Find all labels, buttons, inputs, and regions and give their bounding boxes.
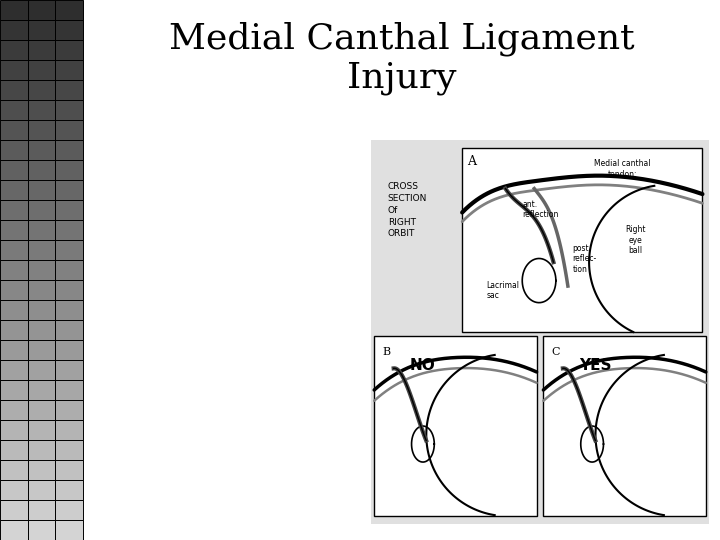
Text: Medial canthal
tendon:: Medial canthal tendon: <box>594 159 651 179</box>
Bar <box>0 0 27 20</box>
Bar <box>0 280 27 300</box>
Bar <box>0 440 27 460</box>
Bar <box>27 340 55 360</box>
Bar <box>55 280 83 300</box>
Bar <box>0 400 27 420</box>
Bar <box>55 260 83 280</box>
Bar <box>0 300 27 320</box>
Bar <box>55 0 83 20</box>
Bar <box>0 320 27 340</box>
Bar <box>55 300 83 320</box>
Bar <box>27 480 55 500</box>
Bar <box>27 180 55 200</box>
Text: CROSS
SECTION
Of
RIGHT
ORBIT: CROSS SECTION Of RIGHT ORBIT <box>387 182 427 239</box>
Bar <box>0 100 27 120</box>
Bar <box>462 148 703 332</box>
Bar <box>55 120 83 140</box>
Bar <box>55 520 83 540</box>
Bar <box>544 336 706 516</box>
Bar <box>27 320 55 340</box>
Text: Medial Canthal Ligament
Injury: Medial Canthal Ligament Injury <box>168 22 634 94</box>
Bar <box>0 180 27 200</box>
Bar <box>27 80 55 100</box>
Bar <box>0 420 27 440</box>
Bar <box>27 440 55 460</box>
Bar <box>55 340 83 360</box>
Bar <box>27 40 55 60</box>
Bar <box>55 460 83 480</box>
Bar <box>55 420 83 440</box>
Bar <box>27 200 55 220</box>
Bar <box>0 480 27 500</box>
Bar <box>55 440 83 460</box>
Bar <box>27 220 55 240</box>
Text: ant.
reflection: ant. reflection <box>522 200 559 219</box>
Bar <box>55 160 83 180</box>
Text: A: A <box>467 156 476 168</box>
Bar <box>27 140 55 160</box>
Bar <box>27 400 55 420</box>
Bar <box>27 300 55 320</box>
Bar <box>27 0 55 20</box>
Bar <box>27 500 55 520</box>
Bar <box>27 380 55 400</box>
Bar <box>0 460 27 480</box>
Text: B: B <box>382 347 390 357</box>
Bar <box>55 360 83 380</box>
Bar <box>27 280 55 300</box>
Bar <box>55 80 83 100</box>
Bar <box>0 340 27 360</box>
Bar <box>0 40 27 60</box>
Bar <box>27 100 55 120</box>
Bar <box>27 520 55 540</box>
Bar <box>27 120 55 140</box>
Text: NO: NO <box>410 357 436 373</box>
Bar <box>0 220 27 240</box>
Bar <box>371 140 709 524</box>
Bar <box>0 20 27 40</box>
Bar <box>0 80 27 100</box>
Bar <box>27 460 55 480</box>
Bar <box>27 260 55 280</box>
Bar <box>0 120 27 140</box>
Bar <box>55 100 83 120</box>
Bar <box>0 160 27 180</box>
Bar <box>55 20 83 40</box>
Bar <box>55 140 83 160</box>
Bar <box>55 400 83 420</box>
Bar <box>0 240 27 260</box>
Bar <box>55 40 83 60</box>
Bar <box>374 336 536 516</box>
Bar <box>27 420 55 440</box>
Bar <box>0 60 27 80</box>
Bar <box>55 60 83 80</box>
Bar <box>27 60 55 80</box>
Text: Lacrimal
sac: Lacrimal sac <box>486 281 519 300</box>
Bar <box>55 240 83 260</box>
Bar <box>0 260 27 280</box>
Text: C: C <box>552 347 560 357</box>
Bar <box>27 360 55 380</box>
Bar <box>0 520 27 540</box>
Bar <box>0 140 27 160</box>
Bar <box>0 500 27 520</box>
Bar <box>55 380 83 400</box>
Bar <box>55 320 83 340</box>
Bar <box>55 180 83 200</box>
Bar <box>55 500 83 520</box>
Bar <box>55 480 83 500</box>
Text: YES: YES <box>579 357 611 373</box>
Bar <box>27 160 55 180</box>
Bar <box>0 200 27 220</box>
Text: post.
reflec-
tion: post. reflec- tion <box>572 244 597 274</box>
Text: Right
eye
ball: Right eye ball <box>625 225 645 255</box>
Bar <box>55 200 83 220</box>
Bar <box>0 380 27 400</box>
Bar <box>55 220 83 240</box>
Bar <box>0 360 27 380</box>
Bar <box>27 20 55 40</box>
Bar <box>27 240 55 260</box>
